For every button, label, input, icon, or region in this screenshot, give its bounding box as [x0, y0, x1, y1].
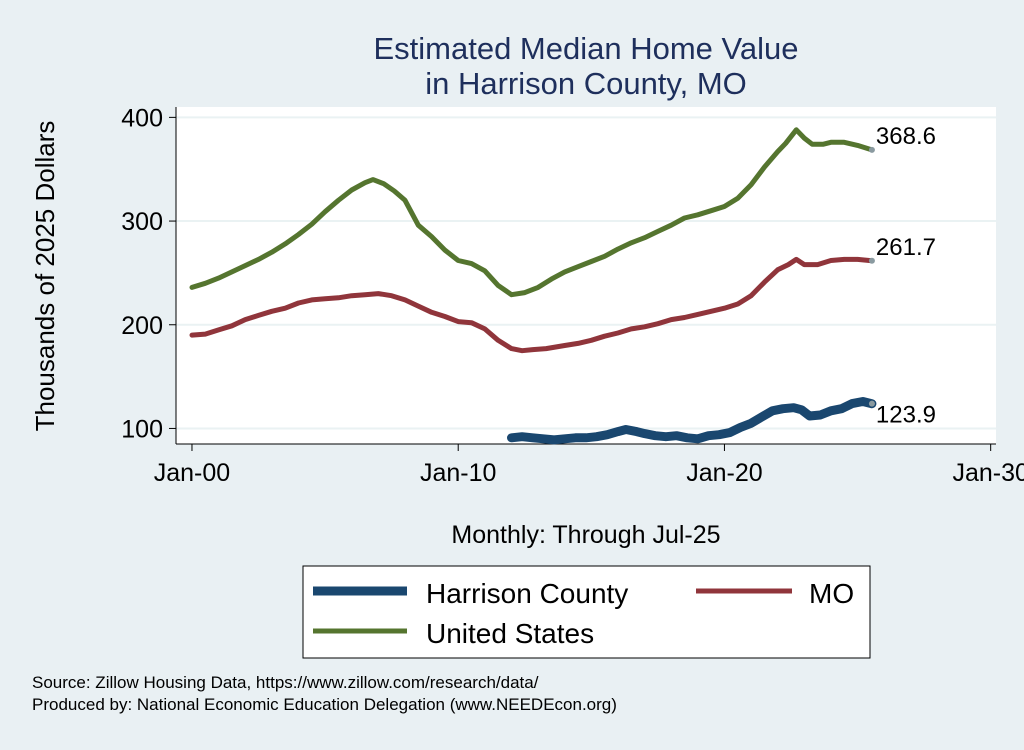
legend: Harrison County MO United States [302, 565, 871, 659]
end-marker-united-states [868, 146, 875, 153]
legend-label-harrison-county: Harrison County [426, 578, 628, 609]
legend-label-mo: MO [809, 578, 854, 609]
x-axis-title: Monthly: Through Jul-25 [451, 521, 720, 549]
x-tick-label: Jan-10 [420, 459, 496, 487]
end-label-harrison-county: 123.9 [876, 402, 936, 429]
series-line-mo [189, 256, 875, 354]
chart-title-line-2: in Harrison County, MO [425, 66, 747, 101]
end-labels: 368.6 261.7 123.9 [876, 123, 936, 429]
end-label-mo: 261.7 [876, 234, 936, 261]
x-tick-label: Jan-20 [686, 459, 762, 487]
legend-label-united-states: United States [426, 618, 594, 649]
end-marker-mo [868, 257, 875, 264]
series-lines [189, 127, 877, 445]
series-line-harrison-county [507, 397, 877, 445]
legend-box [302, 565, 871, 659]
x-axis-ticks: Jan-00 Jan-10 Jan-20 Jan-30 [154, 444, 1024, 487]
y-tick-label: 100 [121, 415, 163, 443]
producer-note: Produced by: National Economic Education… [32, 695, 617, 714]
y-tick-label: 300 [121, 208, 163, 236]
chart-title-line-1: Estimated Median Home Value [373, 31, 798, 66]
y-tick-label: 400 [121, 104, 163, 132]
end-marker-harrison-county [868, 400, 875, 407]
series-line-united-states [189, 127, 875, 298]
x-tick-label: Jan-00 [154, 459, 230, 487]
y-tick-label: 200 [121, 312, 163, 340]
x-tick-label: Jan-30 [952, 459, 1024, 487]
end-label-united-states: 368.6 [876, 123, 936, 150]
plot-area [176, 107, 996, 444]
y-axis-ticks: 100 200 300 400 [121, 104, 176, 443]
source-note: Source: Zillow Housing Data, https://www… [32, 673, 539, 692]
y-axis-title: Thousands of 2025 Dollars [30, 121, 60, 432]
